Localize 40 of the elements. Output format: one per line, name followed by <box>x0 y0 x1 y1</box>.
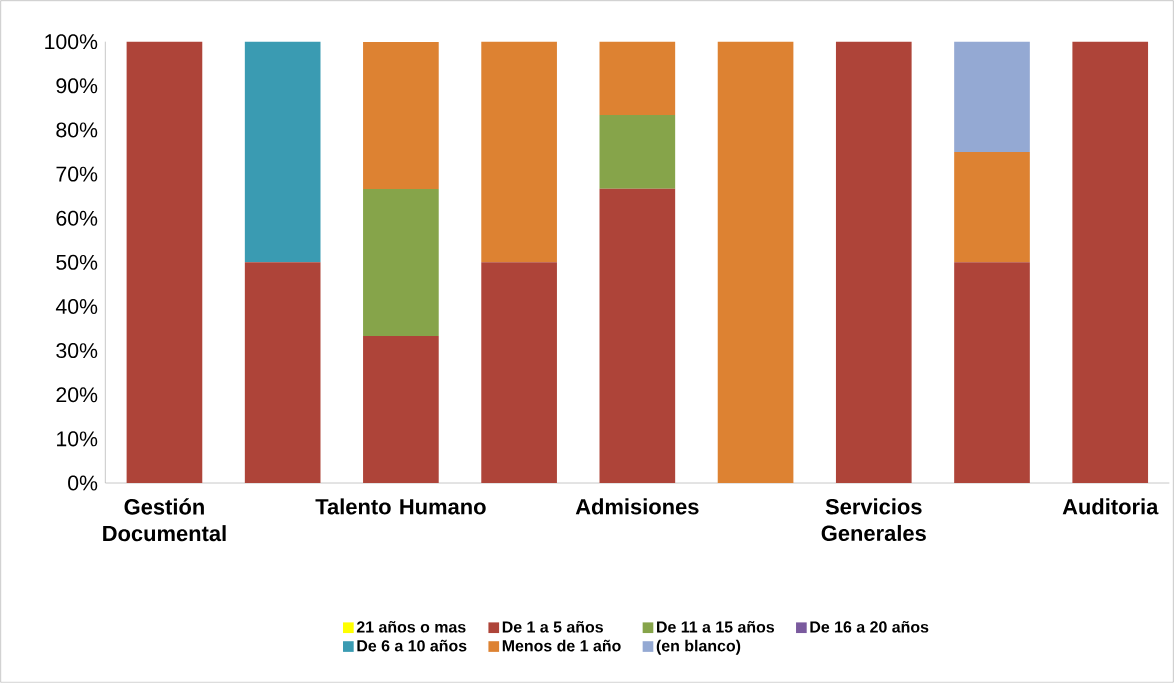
bar <box>244 41 321 263</box>
y-tick-label: 30% <box>56 343 98 359</box>
y-tick-label: 10% <box>57 431 98 447</box>
bar <box>244 262 321 483</box>
bar <box>481 41 557 263</box>
bar <box>835 41 912 483</box>
x-tick-label: Talento Humano <box>315 498 486 515</box>
bar <box>717 41 794 483</box>
bar <box>126 41 203 483</box>
y-tick-label: 20% <box>56 387 98 403</box>
bar <box>481 262 557 483</box>
bar <box>599 188 676 483</box>
legend-label: De 11 a 15 años <box>657 620 775 633</box>
y-tick-label: 60% <box>56 210 98 226</box>
legend-label: De 1 a 5 años <box>502 620 603 633</box>
bar <box>363 189 439 337</box>
bar <box>954 151 1030 263</box>
legend-label: 21 años o mas <box>356 620 466 633</box>
legend-label: Menos de 1 año <box>502 639 621 652</box>
bar <box>363 42 439 190</box>
bar <box>954 262 1030 483</box>
y-tick-label: 0% <box>68 475 98 491</box>
bar <box>954 41 1030 152</box>
bar <box>363 336 439 483</box>
y-tick-label: 40% <box>55 298 98 314</box>
legend-label: De 16 a 20 años <box>810 620 929 633</box>
x-tick-label: Auditoria <box>1062 498 1159 515</box>
y-tick-label: 90% <box>56 78 98 94</box>
y-tick-label: 50% <box>56 254 98 270</box>
y-tick-label: 80% <box>56 122 98 138</box>
y-tick-label: 100% <box>45 34 98 50</box>
bar <box>1072 41 1149 483</box>
legend-label: De 6 a 10 años <box>357 639 467 652</box>
bar <box>599 41 676 115</box>
x-tick-label: Gestión Documental <box>103 498 226 542</box>
x-tick-label: Servicios Generales <box>821 498 926 542</box>
legend-label: (en blanco) <box>656 639 741 655</box>
bar <box>599 114 676 189</box>
y-tick-label: 70% <box>56 166 98 182</box>
x-tick-label: Admisiones <box>575 498 699 515</box>
